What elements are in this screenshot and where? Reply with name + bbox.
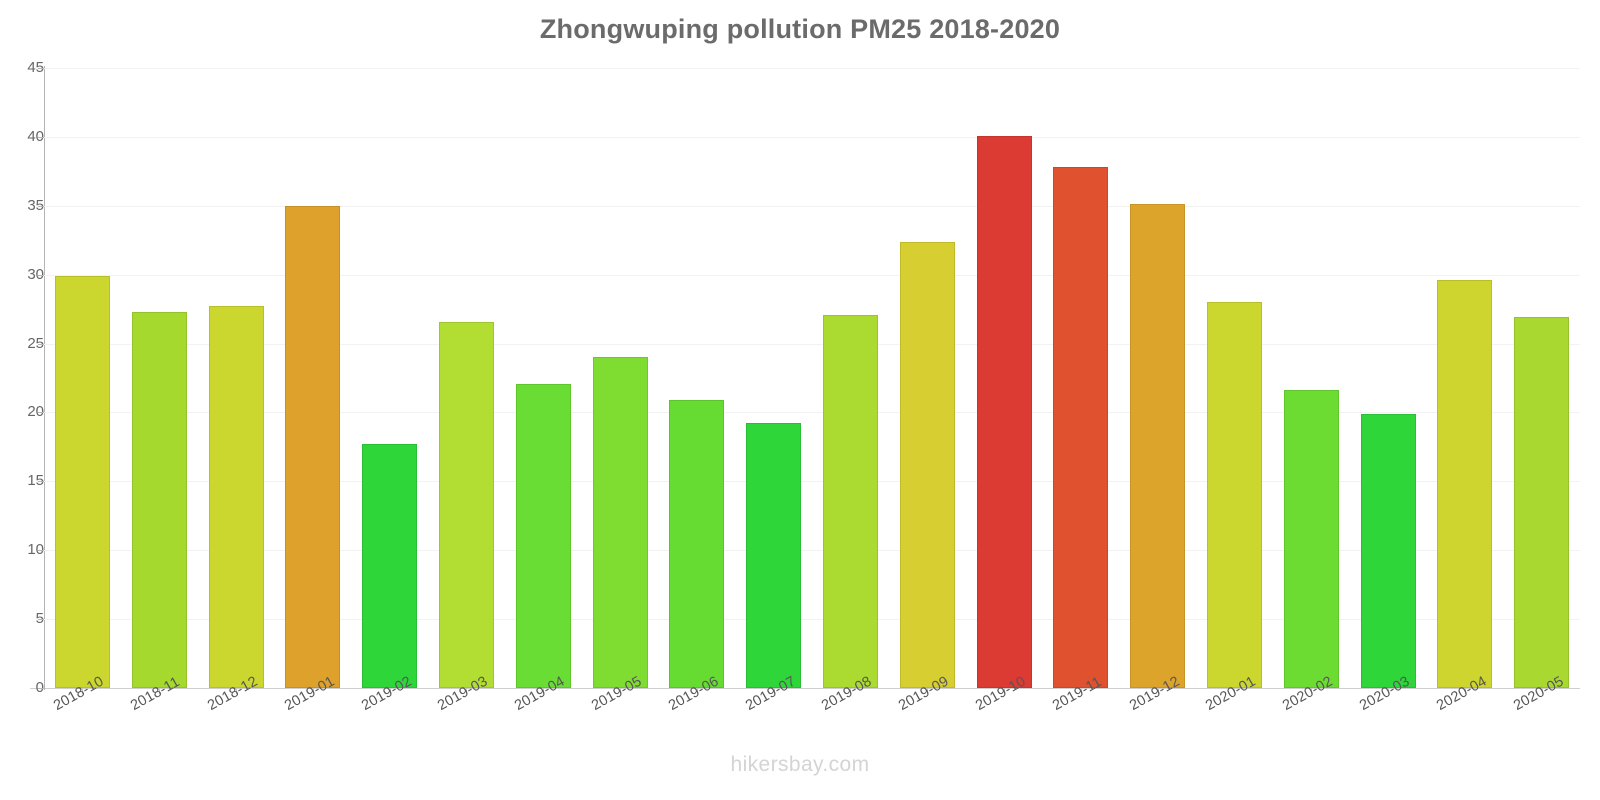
y-tick-mark: [38, 481, 45, 483]
plot-area: [44, 68, 1580, 688]
gridline: [44, 481, 1580, 483]
x-tick-mark: [850, 688, 852, 694]
bar[interactable]: [1514, 317, 1570, 688]
x-tick-mark: [773, 688, 775, 694]
bar[interactable]: [822, 314, 878, 688]
x-tick-mark: [159, 688, 161, 694]
bar[interactable]: [899, 241, 955, 688]
gridline: [44, 205, 1580, 207]
gridline: [44, 274, 1580, 276]
x-tick-mark: [1311, 688, 1313, 694]
bar[interactable]: [131, 311, 187, 688]
bar[interactable]: [592, 357, 648, 688]
y-axis-line: [44, 66, 45, 690]
x-tick-mark: [1464, 688, 1466, 694]
bar[interactable]: [1437, 280, 1493, 688]
bar[interactable]: [1053, 167, 1109, 688]
y-tick-mark: [38, 68, 45, 69]
bar[interactable]: [285, 205, 341, 688]
x-tick-mark: [1234, 688, 1236, 694]
x-tick-mark: [1388, 688, 1389, 694]
x-tick-mark: [466, 688, 468, 694]
y-tick-label: 35: [27, 196, 44, 214]
gridline: [44, 619, 1580, 621]
y-tick-mark: [38, 619, 45, 621]
bar[interactable]: [515, 383, 571, 688]
x-tick-mark: [1157, 688, 1159, 694]
x-tick-mark: [389, 688, 391, 694]
x-tick-mark: [543, 688, 545, 694]
x-tick-mark: [236, 688, 237, 694]
y-tick-label: 10: [27, 541, 44, 559]
y-tick-mark: [38, 274, 45, 276]
bar[interactable]: [1360, 413, 1416, 688]
gridline: [44, 412, 1580, 414]
x-tick-mark: [1004, 688, 1005, 694]
bar[interactable]: [746, 423, 802, 688]
chart-title: Zhongwuping pollution PM25 2018-2020: [539, 14, 1061, 44]
y-tick-mark: [38, 688, 45, 689]
gridline: [44, 136, 1580, 138]
y-tick-label: 30: [27, 265, 44, 283]
y-tick-label: 15: [27, 472, 44, 490]
bar[interactable]: [976, 135, 1032, 688]
bar[interactable]: [438, 321, 494, 688]
gridline: [44, 343, 1580, 345]
y-tick-mark: [38, 205, 45, 207]
x-tick-mark: [620, 688, 621, 694]
x-tick-mark: [82, 688, 84, 694]
gridline: [44, 68, 1580, 69]
bar[interactable]: [1130, 204, 1186, 688]
y-tick-mark: [38, 550, 45, 552]
y-tick-label: 5: [10, 610, 44, 627]
x-axis-line: [30, 688, 1580, 689]
y-tick-mark: [38, 412, 45, 414]
y-tick-label: 20: [27, 403, 44, 421]
y-tick-label: 40: [27, 127, 44, 145]
y-tick-mark: [38, 343, 45, 345]
y-tick-label: 45: [27, 59, 44, 76]
y-tick-mark: [38, 136, 45, 138]
bar[interactable]: [1283, 390, 1339, 688]
x-tick-mark: [312, 688, 314, 694]
gridline: [44, 550, 1580, 552]
bar[interactable]: [54, 276, 110, 688]
x-tick-mark: [927, 688, 929, 694]
bar[interactable]: [362, 444, 418, 688]
bar[interactable]: [1206, 302, 1262, 688]
bar[interactable]: [669, 400, 725, 688]
x-tick-mark: [696, 688, 698, 694]
x-tick-mark: [1541, 688, 1543, 694]
footer-watermark: hikersbay.com: [730, 753, 870, 776]
x-tick-mark: [1080, 688, 1082, 694]
bar[interactable]: [208, 306, 264, 688]
y-tick-label: 0: [10, 679, 44, 696]
y-tick-label: 25: [27, 334, 44, 352]
